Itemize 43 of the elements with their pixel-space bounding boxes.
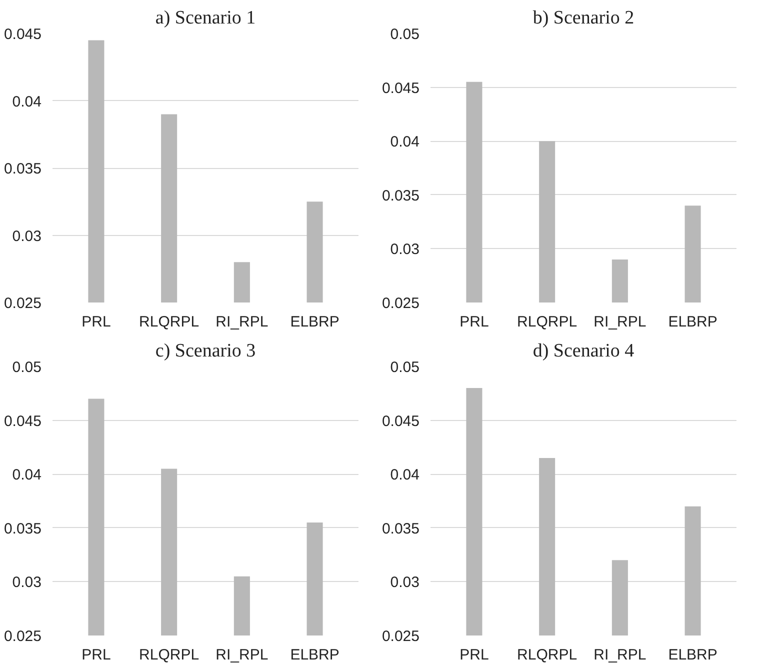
- y-tick-label: 0.04: [390, 134, 420, 151]
- y-tick-label: 0.025: [4, 628, 42, 645]
- y-tick-label: 0.025: [4, 295, 42, 312]
- y-tick-label: 0.05: [390, 26, 420, 43]
- y-tick-label: 0.05: [12, 359, 42, 376]
- y-tick-label: 0.04: [12, 93, 42, 110]
- x-tick-label: RLQRPL: [517, 646, 578, 664]
- y-tick-label: 0.045: [4, 26, 42, 43]
- y-tick-label: 0.03: [12, 574, 42, 592]
- x-tick-label: RLQRPL: [139, 646, 200, 664]
- x-tick-label: ELBRP: [668, 646, 718, 664]
- x-tick-label: ELBRP: [290, 646, 340, 664]
- y-tick-label: 0.04: [12, 466, 42, 484]
- y-tick-label: 0.035: [382, 187, 420, 204]
- x-tick-label: ELBRP: [290, 314, 340, 330]
- y-tick-label: 0.03: [390, 241, 420, 258]
- x-tick-label: ELBRP: [668, 314, 718, 330]
- x-tick-label: RLQRPL: [139, 314, 200, 330]
- y-tick-label: 0.035: [4, 520, 42, 538]
- x-tick-label: RI_RPL: [216, 314, 268, 330]
- y-tick-label: 0.035: [4, 160, 42, 178]
- y-tick-label: 0.045: [4, 412, 42, 430]
- x-tick-label: PRL: [82, 314, 111, 330]
- x-tick-label: RI_RPL: [594, 646, 646, 664]
- y-tick-label: 0.03: [390, 574, 420, 592]
- x-tick-label: PRL: [460, 314, 489, 330]
- x-tick-label: PRL: [82, 646, 111, 664]
- y-tick-label: 0.045: [382, 412, 420, 430]
- y-tick-label: 0.025: [382, 628, 420, 645]
- chart-title: c) Scenario 3: [155, 340, 256, 362]
- y-tick-label: 0.03: [12, 228, 42, 245]
- y-tick-label: 0.045: [382, 80, 420, 97]
- x-tick-label: PRL: [460, 646, 489, 664]
- chart-title: b) Scenario 2: [532, 8, 634, 28]
- y-tick-label: 0.025: [382, 295, 420, 312]
- chart-title: d) Scenario 4: [532, 340, 635, 362]
- y-tick-label: 0.05: [390, 359, 420, 376]
- x-tick-label: RI_RPL: [594, 314, 646, 330]
- chart-title: a) Scenario 1: [155, 8, 256, 28]
- x-tick-label: RLQRPL: [517, 314, 578, 330]
- y-tick-label: 0.035: [382, 520, 420, 538]
- x-tick-label: RI_RPL: [216, 646, 268, 664]
- y-tick-label: 0.04: [390, 466, 420, 484]
